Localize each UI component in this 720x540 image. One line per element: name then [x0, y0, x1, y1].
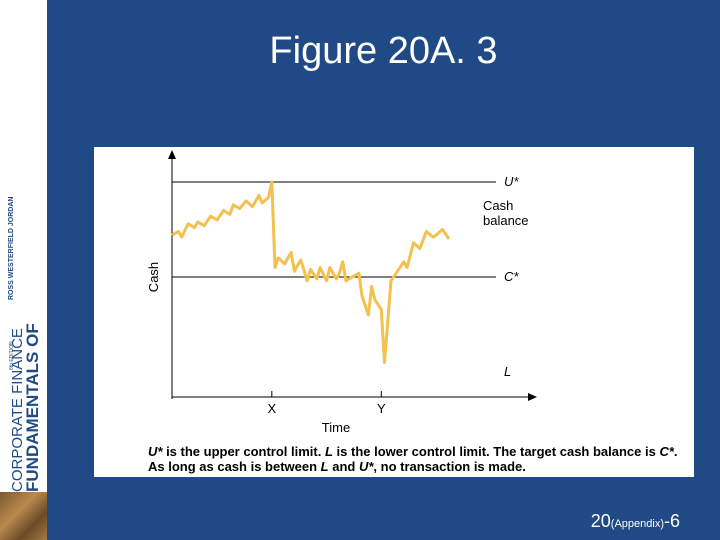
sidebar-authors: ROSS WESTERFIELD JORDAN [8, 197, 15, 300]
cash-balance-line [171, 180, 451, 364]
caption-f: , no transaction is made. [373, 459, 526, 474]
x-tick-label-1: Y [377, 401, 386, 416]
page-suffix: -6 [663, 511, 680, 531]
page-number: 20(Appendix)-6 [591, 511, 680, 532]
sidebar-line1: FUNDAMENTALS OF [23, 323, 42, 492]
page-small: (Appendix) [610, 518, 664, 530]
y-axis-arrow [168, 150, 176, 159]
caption-c: C* [659, 444, 674, 459]
caption-d: . As long as cash is between [148, 444, 678, 474]
slide-title: Figure 20A. 3 [269, 30, 498, 72]
cover-image-strip [0, 492, 47, 540]
x-axis-arrow [528, 393, 537, 401]
caption-l: L [324, 444, 333, 459]
x-tick-label-0: X [267, 401, 276, 416]
caption-b: is the lower control limit. The target c… [332, 444, 660, 459]
ref-label-2: L [504, 364, 511, 379]
caption-l2: L [320, 459, 329, 474]
x-axis-label: Time [322, 420, 350, 435]
y-axis-label: Cash [146, 262, 161, 292]
figure-caption: U* is the upper control limit. L is the … [148, 444, 688, 474]
caption-u: U* [148, 444, 163, 459]
caption-e: and [328, 459, 359, 474]
series-label-line1: Cash [483, 198, 513, 213]
caption-u2: U* [358, 459, 374, 474]
ref-label-1: C* [504, 269, 519, 284]
series-label-line2: balance [483, 213, 529, 228]
page-main: 20 [590, 511, 611, 531]
sidebar-edition: 8th EDITION [9, 341, 15, 370]
sidebar-line2: CORPORATE FINANCE [9, 328, 26, 492]
ref-label-0: U* [504, 174, 519, 189]
book-logo: FUNDAMENTALS OF CORPORATE FINANCE ROSS W… [8, 197, 42, 492]
book-branding-sidebar: FUNDAMENTALS OF CORPORATE FINANCE ROSS W… [0, 0, 47, 540]
caption-a: is the upper control limit. [162, 444, 325, 459]
